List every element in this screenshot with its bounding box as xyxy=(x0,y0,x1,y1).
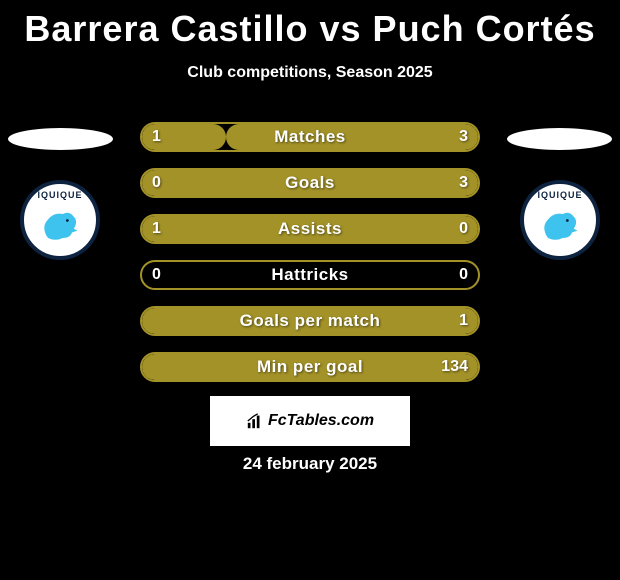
stat-row: 10Assists xyxy=(0,214,620,244)
page-title: Barrera Castillo vs Puch Cortés xyxy=(0,0,620,50)
footer-date: 24 february 2025 xyxy=(0,454,620,474)
stat-row: 13Matches xyxy=(0,122,620,152)
page-subtitle: Club competitions, Season 2025 xyxy=(0,64,620,82)
stat-bar-track: 03Goals xyxy=(140,168,480,198)
brand-box: FcTables.com xyxy=(210,396,410,446)
stat-bar-track: 1Goals per match xyxy=(140,306,480,336)
stat-label: Goals per match xyxy=(142,311,478,331)
stat-label: Goals xyxy=(142,173,478,193)
stat-label: Matches xyxy=(142,127,478,147)
stat-bar-track: 10Assists xyxy=(140,214,480,244)
stat-bar-track: 13Matches xyxy=(140,122,480,152)
stat-bar-track: 134Min per goal xyxy=(140,352,480,382)
stat-row: 03Goals xyxy=(0,168,620,198)
chart-icon xyxy=(246,412,264,430)
stat-label: Hattricks xyxy=(142,265,478,285)
stat-label: Min per goal xyxy=(142,357,478,377)
comparison-card: Barrera Castillo vs Puch Cortés Club com… xyxy=(0,0,620,580)
brand: FcTables.com xyxy=(246,412,374,430)
stat-row: 00Hattricks xyxy=(0,260,620,290)
stat-bar-track: 00Hattricks xyxy=(140,260,480,290)
stats-area: 13Matches 03Goals 10Assists 00Hattricks 1Goa… xyxy=(0,122,620,398)
stat-row: 1Goals per match xyxy=(0,306,620,336)
stat-row: 134Min per goal xyxy=(0,352,620,382)
brand-text: FcTables.com xyxy=(268,412,374,430)
stat-label: Assists xyxy=(142,219,478,239)
